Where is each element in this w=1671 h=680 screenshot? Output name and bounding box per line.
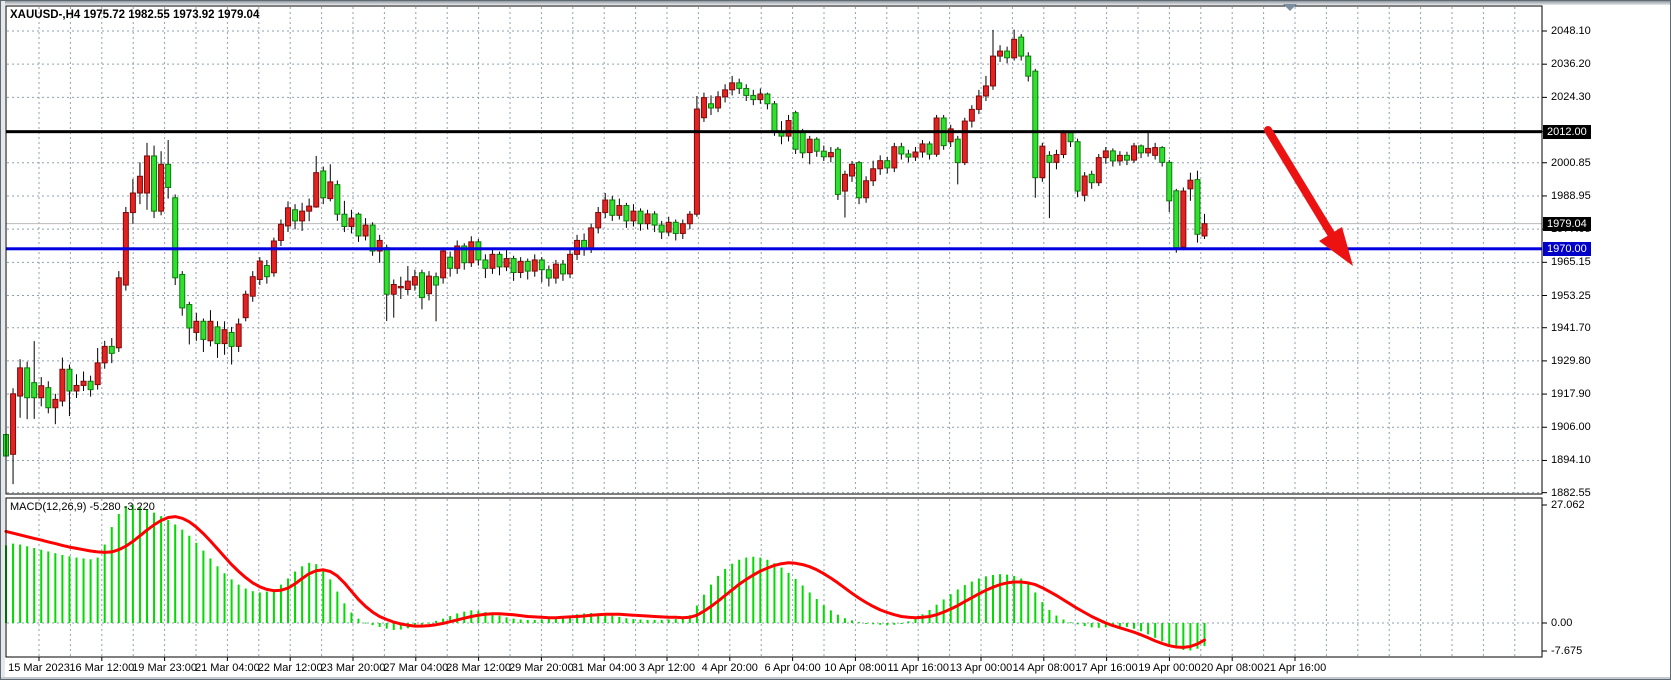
main-pane-border bbox=[5, 5, 1543, 495]
candles bbox=[3, 29, 1208, 485]
time-tick-label: 6 Apr 04:00 bbox=[764, 662, 821, 674]
trend-arrow[interactable] bbox=[1264, 126, 1353, 266]
macd-tick-label: 0.00 bbox=[1551, 617, 1573, 629]
grid bbox=[7, 7, 1541, 656]
macd-tick-label: -7.675 bbox=[1551, 645, 1583, 657]
time-tick-label: 13 Apr 00:00 bbox=[949, 662, 1013, 674]
time-tick-label: 19 Apr 00:00 bbox=[1138, 662, 1201, 674]
time-tick-label: 4 Apr 20:00 bbox=[701, 662, 758, 674]
time-tick-label: 22 Mar 12:00 bbox=[257, 662, 323, 674]
time-tick-label: 10 Apr 08:00 bbox=[824, 662, 887, 674]
price-tick-label: 1894.10 bbox=[1551, 454, 1591, 467]
time-tick-label: 17 Apr 16:00 bbox=[1075, 662, 1138, 674]
price-tick-label: 2000.85 bbox=[1551, 156, 1591, 169]
price-tick-label: 1965.15 bbox=[1551, 256, 1591, 269]
time-tick-label: 29 Mar 20:00 bbox=[508, 662, 574, 674]
price-tick-label: 1929.80 bbox=[1551, 354, 1591, 367]
time-tick-label: 11 Apr 16:00 bbox=[887, 662, 949, 674]
macd-tick-label: 27.062 bbox=[1551, 499, 1585, 511]
price-tick-label: 1941.70 bbox=[1551, 321, 1591, 334]
time-tick-label: 15 Mar 2023 bbox=[8, 662, 70, 674]
time-tick-label: 20 Apr 08:00 bbox=[1200, 662, 1264, 674]
window-chrome-bottom bbox=[1, 677, 1670, 679]
macd-indicator bbox=[4, 505, 1206, 651]
window-chrome-top bbox=[1, 1, 1670, 5]
time-tick-label: 19 Mar 23:00 bbox=[132, 662, 198, 674]
time-tick-label: 23 Mar 20:00 bbox=[320, 662, 386, 674]
symbol-ohlc-title: XAUUSD-,H4 1975.72 1982.55 1973.92 1979.… bbox=[10, 9, 260, 21]
time-tick-label: 14 Apr 08:00 bbox=[1012, 662, 1075, 674]
price-tick-label: 1906.00 bbox=[1551, 421, 1591, 434]
time-tick-label: 21 Mar 04:00 bbox=[194, 662, 260, 674]
time-tick-label: 3 Apr 12:00 bbox=[638, 662, 696, 674]
time-tick-label: 28 Mar 12:00 bbox=[446, 662, 512, 674]
macd-signal-line bbox=[4, 515, 1206, 649]
price-tick-label: 1988.95 bbox=[1551, 189, 1591, 202]
price-tick-label: 1917.90 bbox=[1551, 388, 1591, 401]
price-badge-2012.00: 2012.00 bbox=[1543, 124, 1591, 139]
window-chrome-left bbox=[1, 1, 5, 679]
macd-pane-border bbox=[5, 497, 1543, 658]
price-tick-label: 2048.10 bbox=[1551, 25, 1591, 37]
time-tick-label: 31 Mar 04:00 bbox=[571, 662, 637, 674]
support-line-1970[interactable] bbox=[6, 247, 1542, 251]
time-tick-label: 21 Apr 16:00 bbox=[1263, 662, 1327, 674]
price-badge-1979.04: 1979.04 bbox=[1543, 216, 1591, 231]
time-tick-label: 27 Mar 04:00 bbox=[383, 662, 449, 674]
price-badge-1970.00: 1970.00 bbox=[1543, 241, 1591, 256]
shift-marker-icon[interactable] bbox=[1283, 4, 1297, 11]
price-tick-label: 1882.55 bbox=[1551, 486, 1591, 499]
time-tick-label: 16 Mar 12:00 bbox=[69, 662, 135, 674]
price-tick-label: 2024.30 bbox=[1551, 91, 1591, 104]
price-tick-label: 2036.20 bbox=[1551, 58, 1591, 71]
macd-indicator-label: MACD(12,26,9) -5.280 -3.220 bbox=[10, 501, 155, 513]
resistance-line-2012[interactable] bbox=[6, 130, 1542, 134]
price-tick-label: 1953.25 bbox=[1551, 289, 1591, 302]
